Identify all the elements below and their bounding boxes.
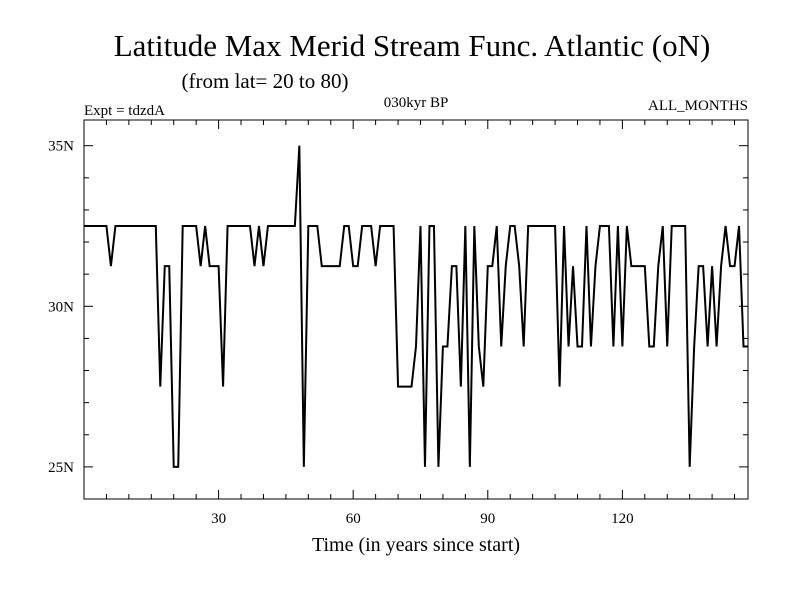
months-label: ALL_MONTHS — [648, 98, 748, 114]
chart-subtitle: (from lat= 20 to 80) — [182, 69, 349, 93]
y-tick-label: 25N — [48, 460, 74, 476]
axis-ticks — [84, 120, 748, 500]
experiment-label: Expt = tdzdA — [84, 103, 165, 119]
x-tick-label: 120 — [611, 511, 634, 527]
y-tick-label: 30N — [48, 299, 74, 315]
x-tick-label: 60 — [346, 511, 361, 527]
y-tick-label: 35N — [48, 139, 74, 155]
x-tick-label: 90 — [480, 511, 495, 527]
chart-title: Latitude Max Merid Stream Func. Atlantic… — [114, 28, 711, 63]
plot-frame — [83, 119, 749, 500]
series-line — [84, 145, 748, 468]
x-tick-label: 30 — [211, 511, 226, 527]
period-label: 030kyr BP — [384, 95, 449, 111]
x-axis-label: Time (in years since start) — [312, 534, 520, 556]
axis-tick-labels: 30 60 90 120 25N 30N 35N — [48, 139, 633, 527]
